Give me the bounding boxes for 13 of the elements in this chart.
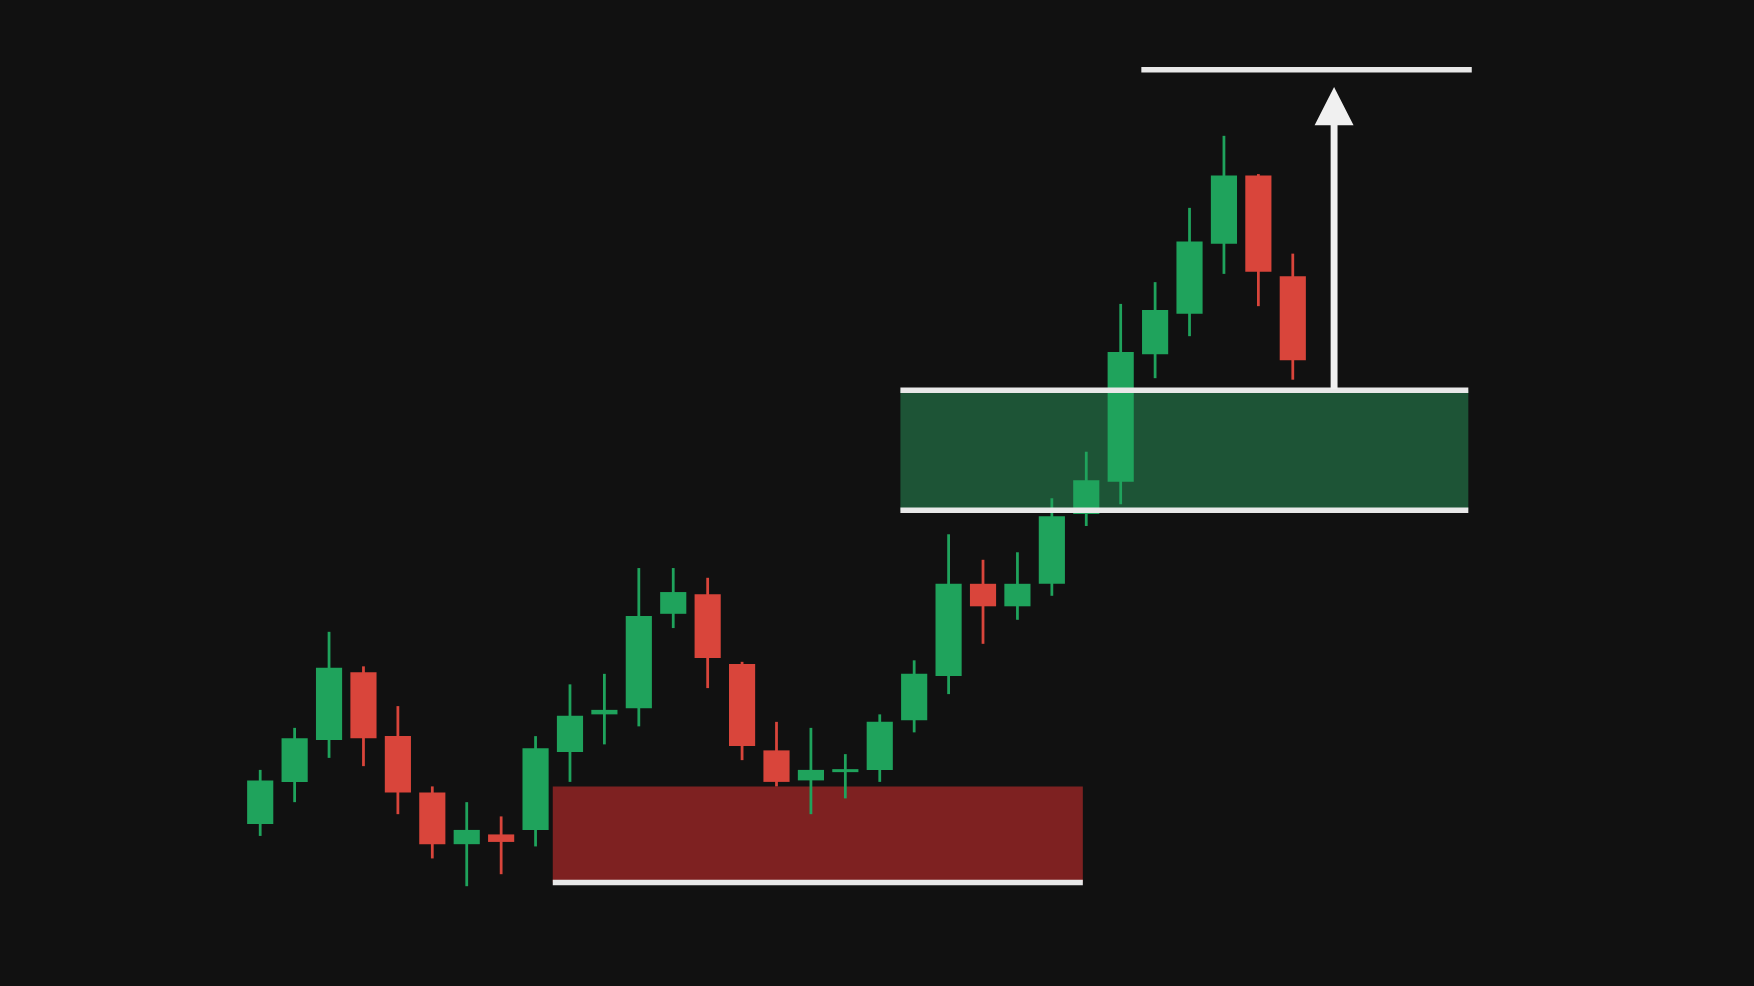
candlestick	[660, 566, 687, 630]
candlestick	[453, 800, 480, 888]
candlestick	[1004, 550, 1031, 622]
candlestick	[556, 682, 584, 784]
candlestick	[969, 558, 997, 646]
candlestick	[1142, 280, 1169, 380]
candlestick	[281, 726, 308, 804]
candlestick	[488, 815, 515, 876]
candlestick	[797, 726, 824, 816]
candlestick	[763, 720, 790, 788]
candlestick	[901, 658, 928, 734]
candlestick	[247, 768, 274, 838]
candlestick	[832, 752, 859, 800]
